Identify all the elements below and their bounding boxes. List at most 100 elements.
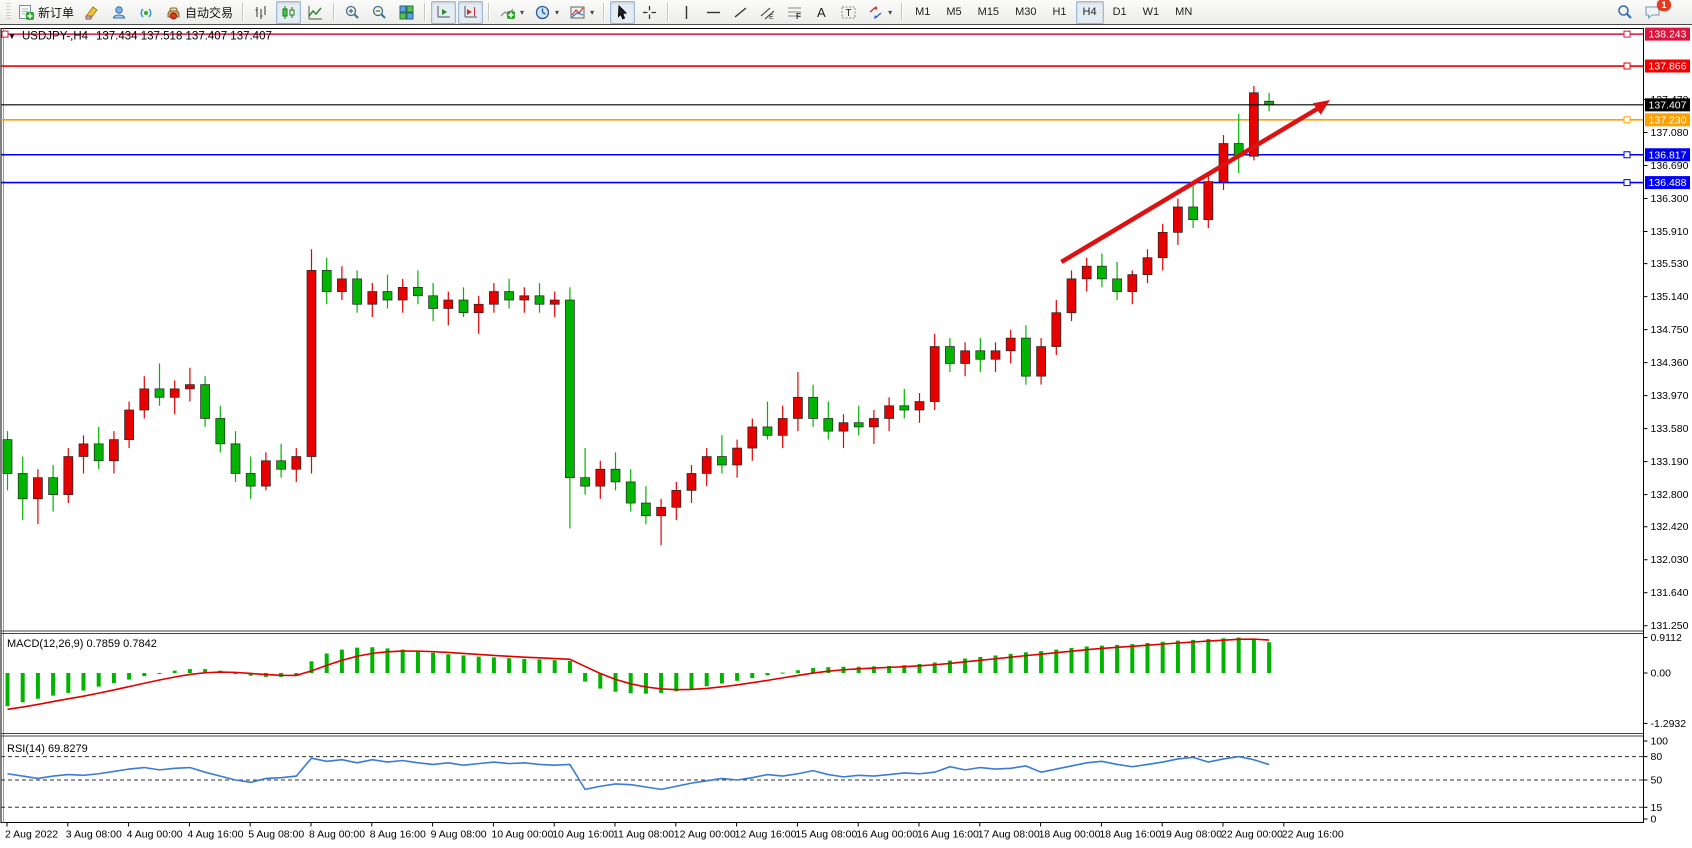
signals-button[interactable]: [134, 1, 159, 24]
trendline-button[interactable]: [728, 1, 753, 24]
candle-body: [1066, 278, 1077, 314]
notifications-button[interactable]: 1: [1640, 0, 1683, 24]
candle-body: [808, 396, 818, 419]
trend-arrow-shaft[interactable]: [1060, 107, 1319, 264]
candle-body: [382, 291, 393, 301]
orange-level-line-handle[interactable]: [1623, 116, 1631, 124]
crosshair-button[interactable]: [637, 1, 662, 24]
cursor-icon: [614, 4, 631, 21]
new-order-button[interactable]: 新订单: [14, 1, 78, 24]
toolbar-buttons: 新订单 自动交易 ▾ ▾ ▾ E F A T ▾ M1 M5 M15 M30 H1 H4 D1 W1 MN: [4, 0, 1611, 25]
bar-chart-button[interactable]: [249, 1, 274, 24]
fibonacci-button[interactable]: F: [782, 1, 807, 24]
auto-trading-icon: [165, 4, 182, 21]
line-chart-button[interactable]: [303, 1, 328, 24]
equidistant-channel-button[interactable]: E: [755, 1, 780, 24]
candle-body: [276, 460, 286, 470]
zoom-out-button[interactable]: [367, 1, 392, 24]
symbol-dropdown-icon[interactable]: ▼: [8, 32, 16, 41]
periods-button[interactable]: ▾: [530, 1, 563, 24]
price-tick-label: 132.030: [1651, 554, 1689, 566]
notification-badge[interactable]: 1: [1657, 0, 1671, 11]
chart-shift-button[interactable]: [458, 0, 484, 24]
time-tick-label: 17 Aug 08:00: [978, 829, 1040, 841]
macd-histogram-bar: [902, 665, 907, 673]
macd-histogram-bar: [993, 655, 998, 673]
templates-button[interactable]: ▾: [565, 1, 598, 24]
candlestick-icon: [280, 4, 297, 21]
macd-histogram-bar: [537, 659, 542, 673]
timeframe-label: M1: [915, 6, 931, 18]
candle-body: [1173, 206, 1183, 233]
time-tick-label: 8 Aug 16:00: [370, 829, 426, 841]
timeframe-w1-button[interactable]: W1: [1136, 1, 1167, 24]
macd-histogram-bar: [1115, 644, 1120, 673]
profile-button[interactable]: [107, 1, 132, 24]
candle-body: [367, 291, 378, 305]
candle-body: [990, 350, 1001, 360]
zoom-out-icon: [371, 4, 388, 21]
price-axis[interactable]: 137.470137.080136.690136.300135.910135.5…: [1643, 27, 1691, 826]
macd-histogram-bar: [1267, 642, 1272, 673]
timeframe-h1-button[interactable]: H1: [1045, 1, 1073, 24]
candle-body: [428, 295, 438, 309]
macd-histogram-bar: [491, 657, 496, 673]
macd-histogram-bar: [765, 673, 770, 676]
candlestick-button[interactable]: [276, 0, 302, 24]
time-axis[interactable]: 2 Aug 2022 3 Aug 08:00 4 Aug 00:00 4 Aug 16…: [5, 822, 1344, 841]
current-price-line-price-badge: [1645, 98, 1690, 112]
timeframe-mn-button[interactable]: MN: [1168, 1, 1199, 24]
text-button[interactable]: A: [809, 1, 834, 24]
macd-histogram-bar: [96, 673, 101, 687]
candle-body: [701, 456, 712, 474]
chart-canvas[interactable]: ▼ USDJPY-,H4 137.434 137.518 137.407 137.4…: [0, 25, 1692, 848]
price-badge-label: 137.407: [1649, 99, 1687, 111]
zoom-in-button[interactable]: [340, 1, 365, 24]
timeframe-m1-button[interactable]: M1: [908, 1, 937, 24]
fibonacci-icon: F: [786, 4, 803, 21]
timeframe-d1-button[interactable]: D1: [1106, 1, 1134, 24]
chevron-down-icon[interactable]: ▾: [590, 7, 595, 17]
trend-arrow-head[interactable]: [1312, 100, 1330, 115]
candle-body: [534, 295, 545, 305]
arrows-button[interactable]: ▾: [863, 1, 896, 24]
chart-window[interactable]: ▼ USDJPY-,H4 137.434 137.518 137.407 137.4…: [0, 25, 1692, 848]
candle-body: [823, 418, 834, 432]
support-line-2-handle[interactable]: [1623, 179, 1631, 187]
timeframe-m5-button[interactable]: M5: [939, 1, 968, 24]
auto-scroll-button[interactable]: [431, 0, 457, 24]
resistance-line-2-handle[interactable]: [1623, 62, 1631, 70]
timeframe-m15-button[interactable]: M15: [971, 1, 1006, 24]
candle-body: [1081, 265, 1092, 280]
macd-histogram-bar: [1039, 651, 1044, 673]
macd-histogram-bar: [1221, 638, 1226, 673]
chart-title: ▼ USDJPY-,H4 137.434 137.518 137.407 137.4…: [8, 31, 272, 43]
timeframe-h4-button[interactable]: H4: [1075, 0, 1104, 24]
auto-trading-button[interactable]: 自动交易: [161, 1, 237, 24]
search-button[interactable]: [1612, 1, 1638, 24]
cursor-button[interactable]: [610, 0, 636, 24]
macd-histogram-bar: [51, 673, 56, 696]
styler-button[interactable]: [80, 1, 105, 24]
candle-body: [1097, 265, 1107, 280]
macd-histogram-bar: [780, 672, 785, 674]
macd-histogram-bar: [385, 648, 390, 673]
text-label-button[interactable]: T: [836, 1, 861, 24]
chevron-down-icon[interactable]: ▾: [520, 7, 525, 17]
chevron-down-icon[interactable]: ▾: [888, 7, 893, 17]
toolbar-separator: [667, 3, 670, 21]
resistance-line-1-handle[interactable]: [1623, 30, 1631, 38]
price-tick-label: 133.580: [1651, 423, 1689, 435]
horizontal-line-button[interactable]: [701, 1, 726, 24]
support-line-1-handle[interactable]: [1623, 151, 1631, 159]
resistance-line-1-handle-left[interactable]: [1, 30, 9, 38]
tile-windows-button[interactable]: [394, 1, 419, 24]
timeframe-m30-button[interactable]: M30: [1008, 1, 1043, 24]
time-tick-label: 9 Aug 08:00: [431, 829, 487, 841]
time-tick-label: 10 Aug 00:00: [491, 829, 553, 841]
indicators-button[interactable]: ▾: [495, 1, 528, 24]
macd-histogram-bar: [461, 655, 466, 673]
vertical-line-button[interactable]: [674, 1, 699, 24]
time-tick-label: 15 Aug 08:00: [795, 829, 857, 841]
chevron-down-icon[interactable]: ▾: [555, 7, 560, 17]
